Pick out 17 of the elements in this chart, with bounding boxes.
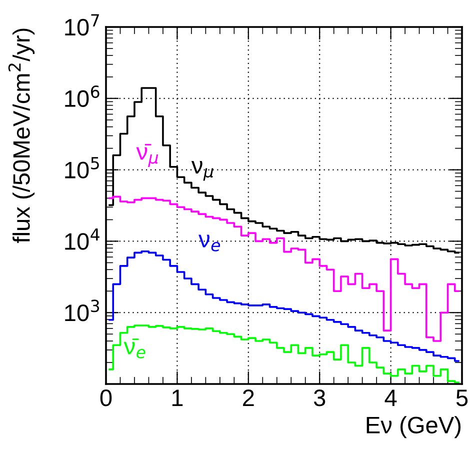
x-tick-label: 2 xyxy=(243,389,254,406)
series-label: ν$_{μ}$ xyxy=(191,160,214,181)
series-label: ν̄$_{e}$ xyxy=(124,338,146,358)
y-tick-label: 10$^{4}$ xyxy=(65,228,100,250)
x-tick-label: 5 xyxy=(456,390,468,406)
x-tick-label: 0 xyxy=(100,389,112,406)
x-axis-title: Eν (GeV) xyxy=(366,416,461,438)
y-tick-label: 10$^{7}$ xyxy=(65,14,99,36)
series-label: ν̄$_{μ}$ xyxy=(136,144,158,167)
series-label: ν$_{e}$ xyxy=(198,234,220,252)
y-tick-label: 10$^{3}$ xyxy=(65,300,100,322)
x-tick-label: 4 xyxy=(384,390,397,406)
y-tick-label: 10$^{6}$ xyxy=(65,85,100,108)
y-axis-title: flux (/50MeV/cm$^{2}$/yr) xyxy=(8,28,35,243)
x-tick-label: 3 xyxy=(314,389,326,406)
y-tick-label: 10$^{5}$ xyxy=(65,157,99,178)
x-tick-label: 1 xyxy=(172,390,183,406)
